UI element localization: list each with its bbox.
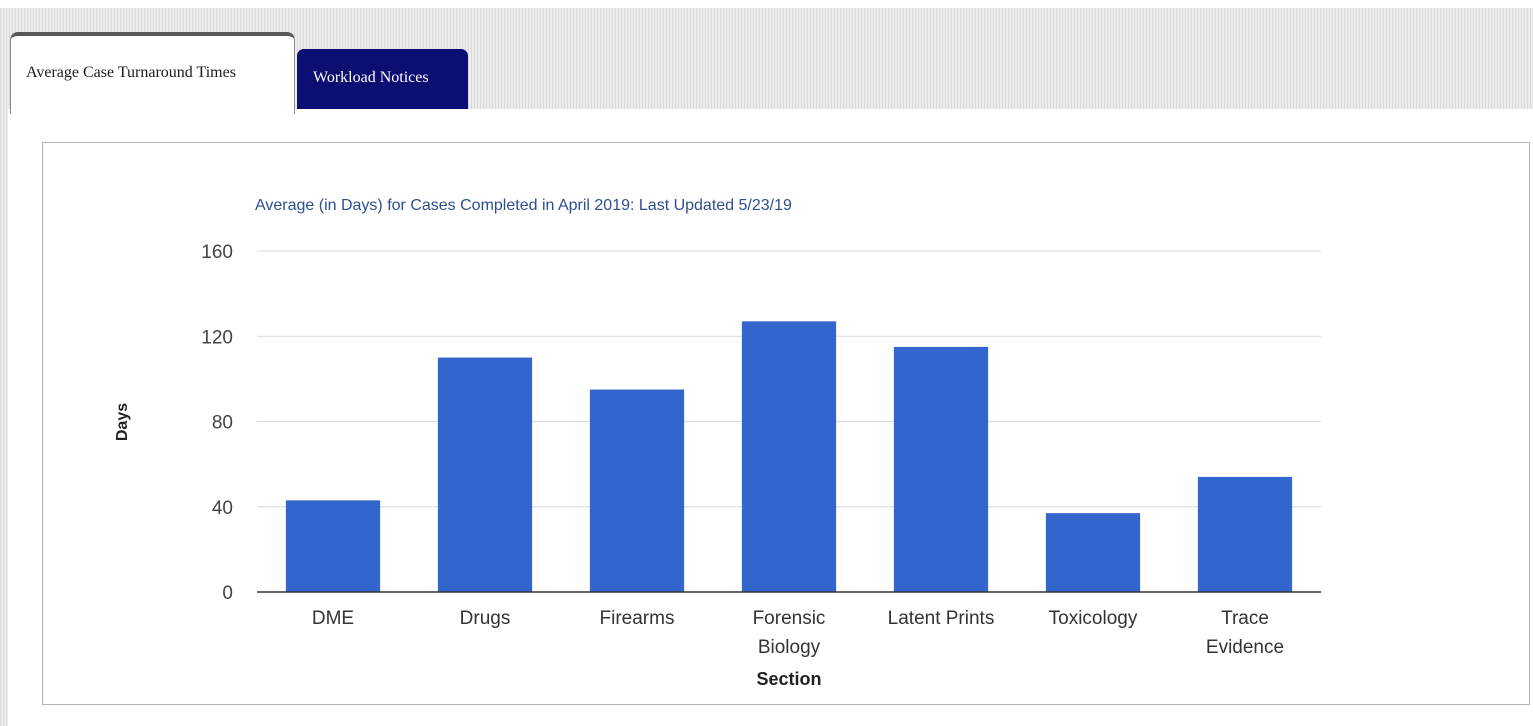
x-axis-title: Section — [756, 669, 821, 689]
tab-average-case-turnaround-times[interactable]: Average Case Turnaround Times — [10, 32, 295, 114]
bar — [437, 357, 533, 592]
x-tick-label: Latent Prints — [888, 608, 995, 629]
bar-chart: Average (in Days) for Cases Completed in… — [114, 197, 1321, 689]
tab-label: Workload Notices — [313, 69, 429, 86]
bar — [893, 346, 989, 592]
y-tick-label: 0 — [222, 583, 233, 604]
tab-label: Average Case Turnaround Times — [26, 64, 236, 81]
x-tick-label: Firearms — [600, 608, 675, 629]
top-strip — [0, 0, 1533, 8]
y-tick-label: 40 — [212, 498, 233, 519]
y-tick-label: 160 — [201, 242, 233, 263]
bar — [741, 321, 837, 592]
y-tick-label: 80 — [212, 413, 233, 434]
x-tick-label: Forensic Biology — [753, 608, 826, 658]
bar — [1197, 476, 1293, 592]
bar — [285, 500, 381, 592]
x-tick-label: Drugs — [460, 608, 511, 629]
chart-container: Average (in Days) for Cases Completed in… — [42, 142, 1530, 705]
x-tick-label: DME — [312, 608, 354, 629]
x-tick-label: Trace Evidence — [1206, 608, 1284, 658]
tab-workload-notices[interactable]: Workload Notices — [297, 49, 468, 109]
y-tick-label: 120 — [201, 327, 233, 348]
x-tick-label: Toxicology — [1049, 608, 1138, 629]
bar — [589, 389, 685, 592]
chart-title: Average (in Days) for Cases Completed in… — [255, 197, 792, 214]
y-axis-title: Days — [114, 403, 131, 441]
bar — [1045, 513, 1141, 592]
